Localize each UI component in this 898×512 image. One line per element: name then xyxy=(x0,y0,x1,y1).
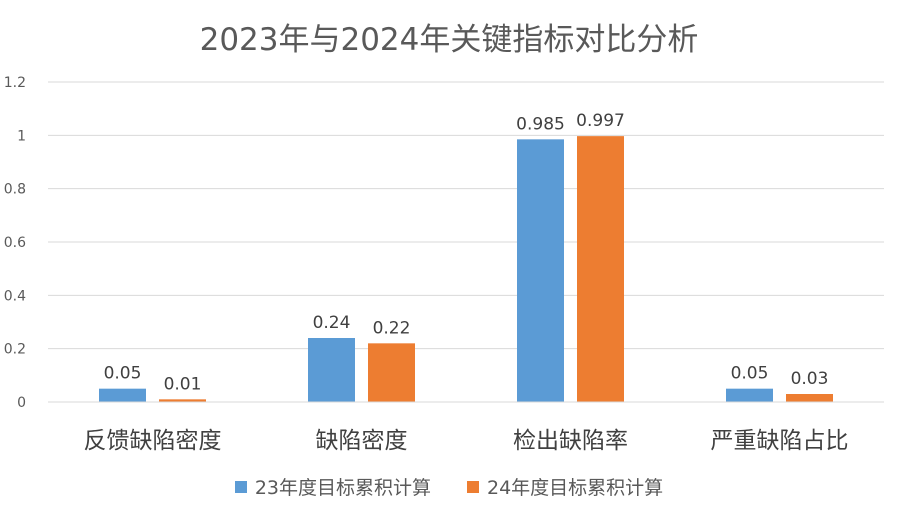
bar-series-1 xyxy=(99,388,146,402)
legend: 23年度目标累积计算 24年度目标累积计算 xyxy=(0,473,898,500)
bar-series-2 xyxy=(368,343,415,402)
data-label: 0.22 xyxy=(373,318,411,338)
legend-item-series-2: 24年度目标累积计算 xyxy=(467,473,663,500)
bar-series-1 xyxy=(517,139,564,403)
data-label: 0.24 xyxy=(313,313,351,333)
legend-swatch-series-1 xyxy=(234,480,247,493)
legend-label-series-2: 24年度目标累积计算 xyxy=(487,477,664,499)
x-category-label: 检出缺陷率 xyxy=(513,428,628,454)
data-label: 0.05 xyxy=(731,364,769,384)
legend-swatch-series-2 xyxy=(467,480,479,493)
data-label: 0.03 xyxy=(791,369,829,389)
data-label: 0.985 xyxy=(516,114,565,134)
y-tick-label: 0.2 xyxy=(4,342,26,358)
x-category-label: 缺陷密度 xyxy=(316,428,408,454)
legend-item-series-1: 23年度目标累积计算 xyxy=(234,473,431,500)
y-tick-label: 0.6 xyxy=(4,235,26,251)
bar-series-1 xyxy=(726,388,773,402)
bar-series-2 xyxy=(786,394,833,402)
data-label: 0.05 xyxy=(104,364,142,384)
chart-title: 2023年与2024年关键指标对比分析 xyxy=(199,22,699,58)
y-tick-label: 1 xyxy=(17,128,26,144)
y-tick-label: 0.8 xyxy=(4,182,26,198)
x-category-label: 反馈缺陷密度 xyxy=(84,428,222,454)
legend-label-series-1: 23年度目标累积计算 xyxy=(254,477,431,499)
y-tick-label: 0.4 xyxy=(4,288,26,304)
bar-series-2 xyxy=(159,399,206,402)
y-tick-label: 0 xyxy=(17,395,26,411)
y-tick-label: 1.2 xyxy=(4,75,26,91)
data-label: 0.997 xyxy=(576,111,625,131)
x-category-label: 严重缺陷占比 xyxy=(711,428,849,454)
bar-series-1 xyxy=(308,338,355,402)
data-label: 0.01 xyxy=(164,374,202,394)
bar-series-2 xyxy=(577,136,624,402)
